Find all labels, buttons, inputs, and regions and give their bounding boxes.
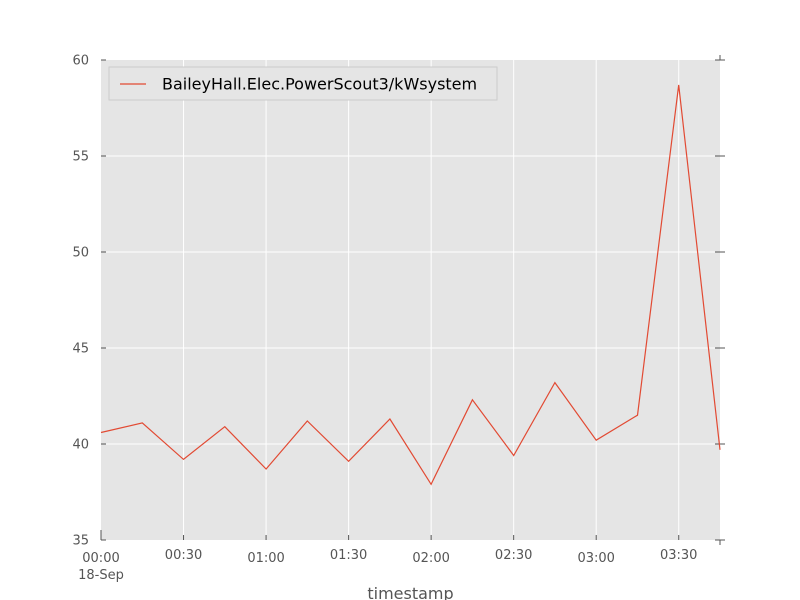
y-tick-label: 55 (72, 150, 89, 165)
x-tick-label: 03:30 (660, 548, 697, 563)
x-tick-label: 02:30 (495, 548, 532, 563)
x-tick-label: 00:30 (165, 548, 202, 563)
plot-area (101, 60, 720, 540)
x-tick-labels: 00:00 00:30 01:00 01:30 02:00 02:30 03:00 03:30 (82, 548, 697, 566)
x-tick-label: 00:00 (82, 551, 119, 566)
x-tick-label: 01:00 (247, 551, 284, 566)
legend: BaileyHall.Elec.PowerScout3/kWsystem (108, 66, 498, 101)
series-line (100, 84, 721, 486)
x-date-label: 18-Sep (78, 568, 124, 583)
x-tick-label: 01:30 (330, 548, 367, 563)
series-lines (100, 84, 721, 486)
y-tick-label: 60 (72, 54, 89, 69)
x-axis-title: timestamp (367, 584, 453, 600)
x-tick-label: 02:00 (412, 551, 449, 566)
grid-lines (101, 60, 720, 540)
y-tick-label: 45 (72, 342, 89, 357)
legend-box (108, 66, 498, 101)
y-tick-label: 40 (72, 438, 89, 453)
y-tick-label: 50 (72, 246, 89, 261)
y-tick-label: 35 (72, 534, 89, 549)
y-tick-labels: 35 40 45 50 55 60 (72, 54, 89, 549)
x-tick-label: 03:00 (577, 551, 614, 566)
axis-ticks (100, 55, 725, 545)
legend-label: BaileyHall.Elec.PowerScout3/kWsystem (162, 75, 477, 94)
